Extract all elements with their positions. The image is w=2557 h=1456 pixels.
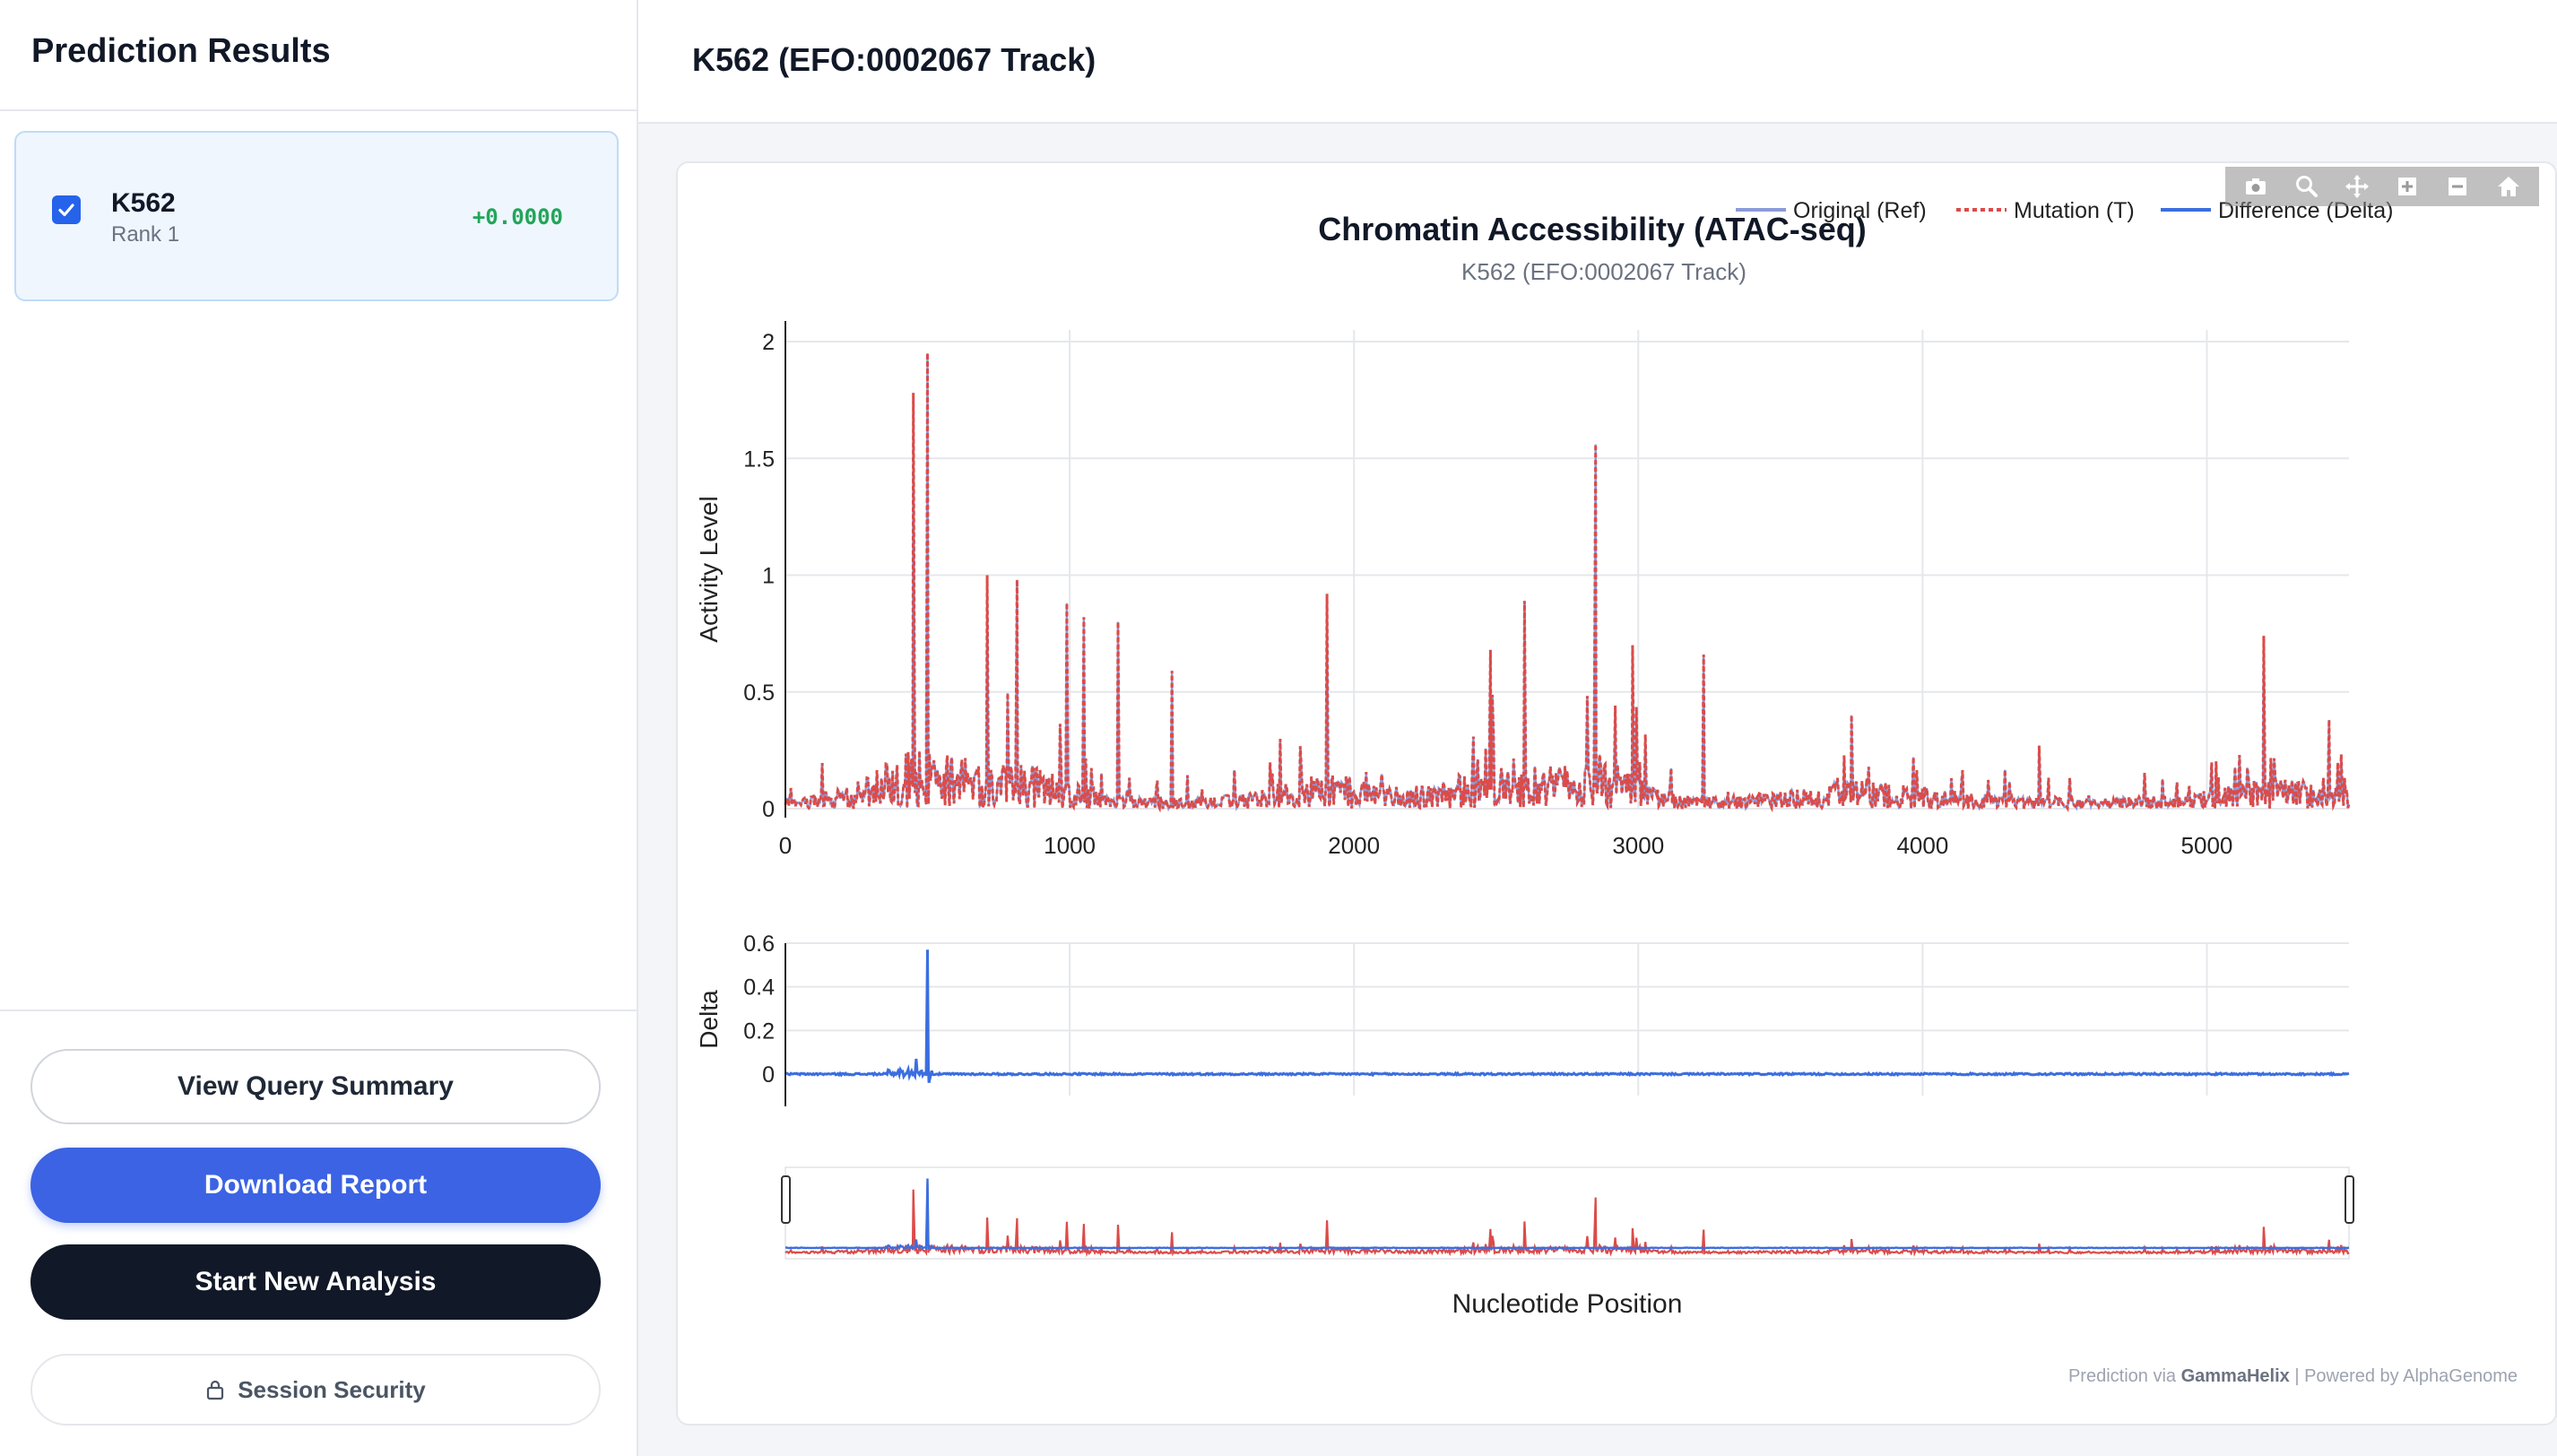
delta-y-tick-label: 0.2 bbox=[743, 1018, 775, 1044]
result-rank: Rank 1 bbox=[111, 222, 180, 247]
zoom-in-icon[interactable] bbox=[2392, 171, 2423, 202]
x-tick-label: 4000 bbox=[1896, 832, 1948, 859]
x-tick-label: 2000 bbox=[1328, 832, 1380, 859]
legend-label: Mutation (T) bbox=[2014, 198, 2135, 223]
result-name: K562 bbox=[111, 188, 176, 218]
home-icon[interactable] bbox=[2493, 171, 2524, 202]
credit-brand: GammaHelix bbox=[2180, 1366, 2290, 1386]
legend-label: Original (Ref) bbox=[1793, 198, 1927, 223]
series-difference-delta bbox=[784, 949, 2350, 1084]
zoom-out-icon[interactable] bbox=[2442, 171, 2473, 202]
chart-title: Chromatin Accessibility (ATAC-seq) bbox=[1318, 211, 1866, 247]
checkbox-checked-icon[interactable] bbox=[52, 195, 81, 224]
delta-y-tick-label: 0.6 bbox=[743, 932, 775, 957]
y-tick-label: 1.5 bbox=[743, 446, 775, 472]
sidebar: Prediction Results K562 Rank 1 +0.0000 V… bbox=[0, 0, 638, 1456]
y-tick-label: 2 bbox=[762, 330, 775, 355]
lock-icon bbox=[207, 1380, 224, 1400]
main-plot-series bbox=[784, 352, 2351, 813]
y-axis-title: Activity Level bbox=[695, 496, 723, 642]
chart-card: Chromatin Accessibility (ATAC-seq) K562 … bbox=[676, 161, 2557, 1426]
sidebar-title: Prediction Results bbox=[31, 32, 331, 70]
session-security-label: Session Security bbox=[238, 1375, 426, 1403]
zoom-icon[interactable] bbox=[2291, 171, 2321, 202]
range-slider-handle-right[interactable] bbox=[2345, 1175, 2354, 1224]
delta-y-tick-label: 0 bbox=[762, 1062, 775, 1088]
chart-axes: 0 1000 2000 3000 4000 5000 0 0.5 1 1.5 2 0 0.2 0.4 0.6… bbox=[695, 321, 2232, 1319]
delta-plot-series bbox=[784, 949, 2350, 1084]
y-tick-label: 0.5 bbox=[743, 680, 775, 706]
legend-original-ref[interactable]: Original (Ref) bbox=[1736, 198, 1927, 223]
credit-prefix: Prediction via bbox=[2067, 1366, 2177, 1386]
sidebar-header: Prediction Results bbox=[0, 0, 637, 111]
chart-modebar bbox=[2225, 167, 2539, 206]
y-tick-label: 0 bbox=[762, 797, 775, 822]
x-tick-label: 3000 bbox=[1612, 832, 1664, 859]
main-header: K562 (EFO:0002067 Track) bbox=[638, 0, 2557, 124]
chart-credit: Prediction via GammaHelix | Powered by A… bbox=[2068, 1366, 2518, 1387]
legend-mutation-t[interactable]: Mutation (T) bbox=[1956, 198, 2135, 223]
range-slider[interactable] bbox=[781, 1166, 2354, 1260]
sidebar-footer: View Query Summary Download Report Start… bbox=[0, 1010, 637, 1456]
download-report-button[interactable]: Download Report bbox=[30, 1148, 601, 1223]
range-slider-bg bbox=[784, 1166, 2350, 1260]
session-security-button[interactable]: Session Security bbox=[30, 1354, 601, 1426]
pan-icon[interactable] bbox=[2342, 171, 2372, 202]
start-new-analysis-button[interactable]: Start New Analysis bbox=[30, 1244, 601, 1320]
credit-suffix: | Powered by AlphaGenome bbox=[2294, 1366, 2518, 1386]
series-original-ref bbox=[784, 352, 2351, 812]
x-axis-title: Nucleotide Position bbox=[1452, 1289, 1683, 1319]
delta-y-axis-title: Delta bbox=[695, 990, 723, 1049]
result-score: +0.0000 bbox=[472, 204, 563, 230]
chart-subtitle: K562 (EFO:0002067 Track) bbox=[1461, 258, 1747, 285]
x-tick-label: 0 bbox=[779, 832, 792, 859]
camera-icon[interactable] bbox=[2241, 171, 2271, 202]
range-slider-delta bbox=[784, 1178, 2350, 1251]
delta-y-tick-label: 0.4 bbox=[743, 975, 775, 1001]
main-plot-grid bbox=[784, 330, 2349, 810]
y-tick-label: 1 bbox=[762, 564, 775, 589]
x-tick-label: 5000 bbox=[2181, 832, 2233, 859]
range-slider-handle-left[interactable] bbox=[781, 1175, 791, 1224]
result-item-k562[interactable]: K562 Rank 1 +0.0000 bbox=[14, 131, 619, 301]
atac-chart[interactable]: Chromatin Accessibility (ATAC-seq) K562 … bbox=[678, 163, 2557, 1426]
view-query-summary-button[interactable]: View Query Summary bbox=[30, 1049, 601, 1124]
x-tick-label: 1000 bbox=[1044, 832, 1096, 859]
page-title: K562 (EFO:0002067 Track) bbox=[692, 41, 1096, 78]
series-mutation-t bbox=[784, 352, 2351, 813]
